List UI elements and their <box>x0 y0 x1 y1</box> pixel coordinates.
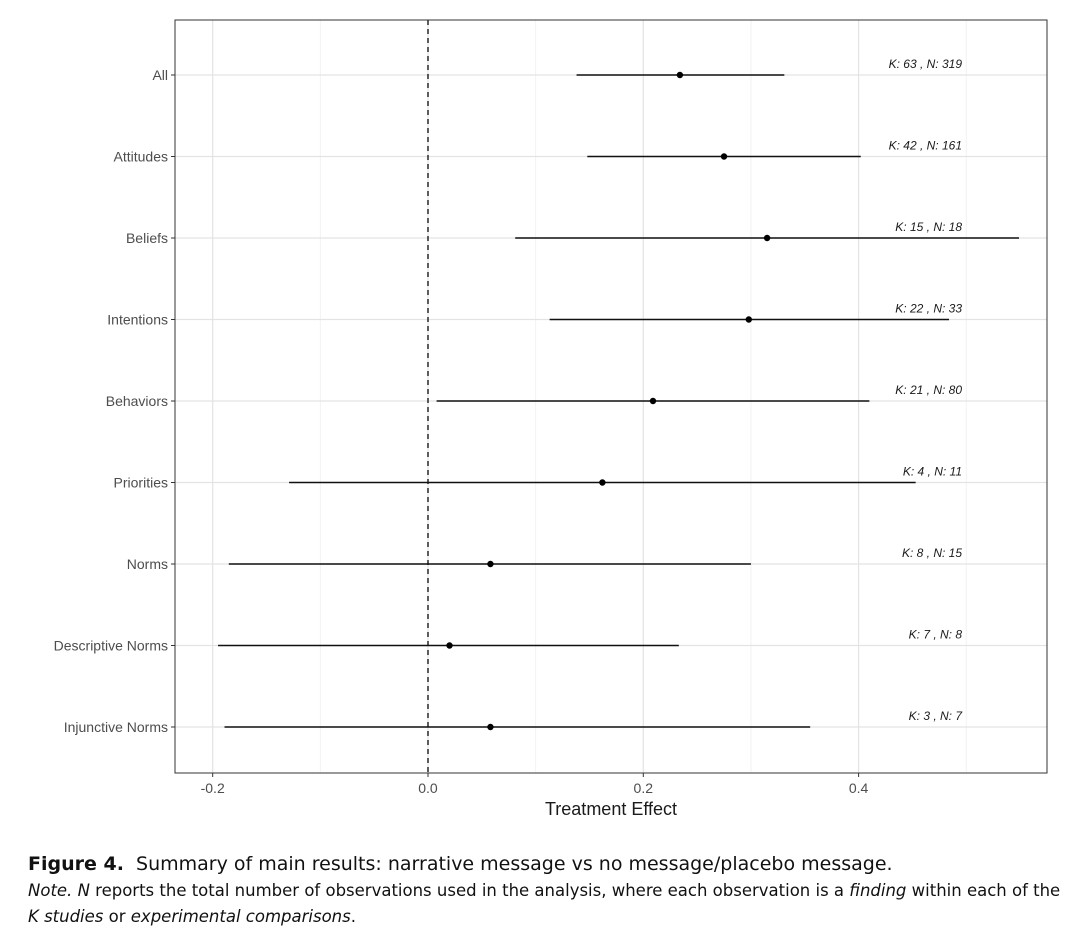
x-axis-title: Treatment Effect <box>545 799 677 819</box>
x-tick-label: 0.4 <box>849 780 869 796</box>
y-tick-label: Behaviors <box>106 393 168 409</box>
point-estimate <box>649 397 657 405</box>
point-estimate <box>487 560 494 568</box>
y-axis: All Attitudes Beliefs Intentions Behaviors Pr… <box>54 67 175 735</box>
x-axis: -0.2 0.0 0.2 0.4 <box>201 773 869 796</box>
data-marks <box>218 71 1020 731</box>
point-estimate <box>676 71 684 79</box>
x-tick-label: -0.2 <box>201 780 225 796</box>
caption-note: Note. N reports the total number of obse… <box>28 878 1063 930</box>
note-finding: finding <box>849 881 907 900</box>
k-n-annotation: K: 63 , N: 319 <box>889 57 963 71</box>
y-tick-label: Injunctive Norms <box>64 719 168 735</box>
figure-caption: Figure 4. Summary of main results: narra… <box>28 850 1063 930</box>
n-variable: N <box>77 881 90 900</box>
k-n-annotation: K: 8 , N: 15 <box>902 546 962 560</box>
k-n-annotation: K: 4 , N: 11 <box>903 465 962 479</box>
y-tick-label: Intentions <box>107 312 168 328</box>
point-estimate <box>720 153 728 160</box>
forest-plot: K: 63 , N: 319 K: 42 , N: 161 K: 15 , N: 1… <box>54 19 1048 819</box>
figure-label: Figure 4. <box>28 853 124 875</box>
y-tick-label: All <box>152 67 168 83</box>
caption-title-line: Figure 4. Summary of main results: narra… <box>28 850 1063 878</box>
k-n-annotation: K: 22 , N: 33 <box>895 302 962 316</box>
x-tick-label: 0.0 <box>418 780 438 796</box>
y-tick-label: Descriptive Norms <box>54 638 168 654</box>
point-estimate <box>487 723 494 731</box>
plot-panel-border <box>174 19 1048 774</box>
y-tick-label: Attitudes <box>114 149 168 165</box>
x-tick-label: 0.2 <box>634 780 654 796</box>
y-tick-label: Beliefs <box>126 230 168 246</box>
note-text-1: reports the total number of observations… <box>89 881 850 900</box>
k-n-annotation: K: 7 , N: 8 <box>909 628 963 642</box>
y-tick-label: Norms <box>127 556 168 572</box>
point-estimate <box>599 479 606 486</box>
k-n-annotation: K: 15 , N: 18 <box>895 220 962 234</box>
note-text-2: within each of the <box>906 881 1061 900</box>
y-tick-label: Priorities <box>114 475 168 491</box>
note-text-3: or <box>103 907 131 926</box>
annotations: K: 63 , N: 319 K: 42 , N: 161 K: 15 , N: 1… <box>889 57 964 723</box>
note-prefix: Note. <box>28 881 73 900</box>
k-n-annotation: K: 42 , N: 161 <box>889 139 962 153</box>
note-k-studies: K studies <box>28 907 104 926</box>
note-text-4: . <box>350 907 356 926</box>
point-estimate <box>763 234 771 242</box>
figure-title: Summary of main results: narrative messa… <box>136 853 893 875</box>
point-estimate <box>446 642 453 649</box>
note-experimental: experimental comparisons <box>130 907 351 926</box>
k-n-annotation: K: 3 , N: 7 <box>909 709 964 723</box>
k-n-annotation: K: 21 , N: 80 <box>895 383 962 397</box>
point-estimate <box>745 316 752 323</box>
